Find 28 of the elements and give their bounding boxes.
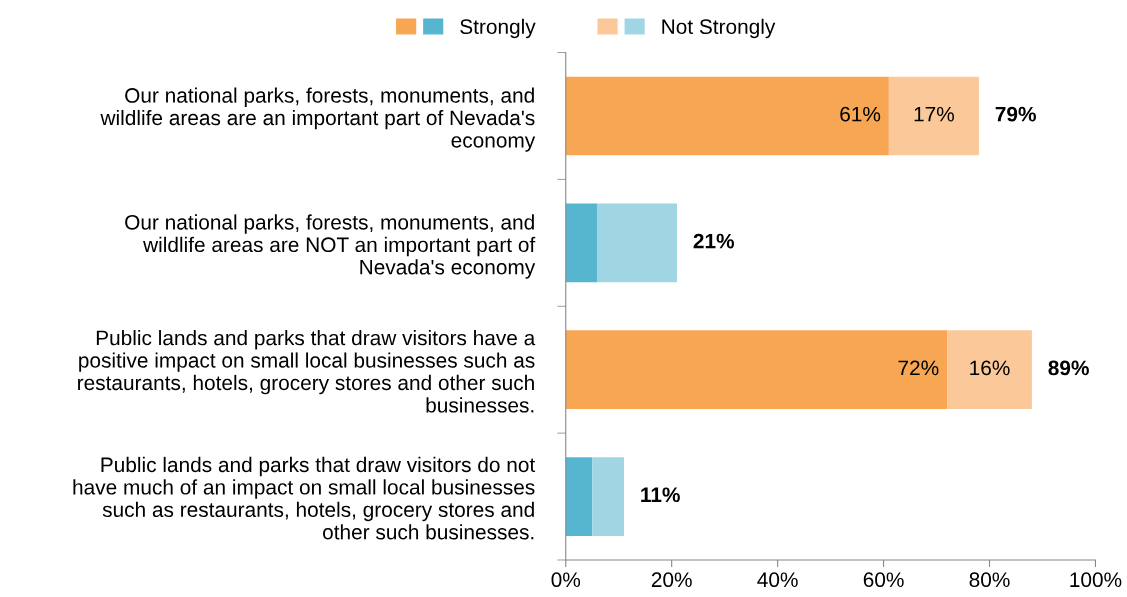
bar <box>565 330 948 410</box>
y-tick-label: Public lands and parks that draw visitors do not have much of an impact on small local businesses such as restaurants, hotels, grocery stores and other such businesses. <box>73 456 536 540</box>
x-tick-label: 80% <box>969 572 1010 588</box>
legend-label: Not Strongly <box>662 18 776 39</box>
x-tick-label: 40% <box>757 572 798 588</box>
y-tick-label: Public lands and parks that draw visitors have a positive impact on small local businesses such as restaurants, hotels, grocery stores and other such businesses. <box>78 329 536 413</box>
total-label: 21% <box>693 233 735 249</box>
x-tick-label: 0% <box>551 572 581 588</box>
bar <box>888 76 979 156</box>
bar <box>592 457 625 536</box>
bar <box>565 457 593 536</box>
total-label: 89% <box>1048 360 1089 376</box>
legend-label: Strongly <box>460 18 536 39</box>
bar <box>597 203 677 283</box>
data-label: 72% <box>898 360 939 376</box>
bar <box>947 330 1032 410</box>
data-label: 61% <box>840 106 881 122</box>
bar <box>565 203 598 283</box>
y-tick-label: Our national parks, forests, monuments, and wildlife areas are an important part of Nevada's economy <box>100 87 536 152</box>
total-label: 79% <box>995 106 1036 122</box>
x-tick-label: 20% <box>651 572 692 588</box>
total-label: 11% <box>641 487 680 503</box>
y-tick-label: Our national parks, forests, monuments, and wildlife areas are NOT an important part of Nevada's economy <box>125 214 536 279</box>
x-tick-label: 100% <box>1070 572 1122 588</box>
bar <box>565 76 889 156</box>
data-label: 16% <box>970 360 1010 376</box>
data-label: 17% <box>914 106 954 122</box>
x-tick-label: 60% <box>863 572 904 588</box>
